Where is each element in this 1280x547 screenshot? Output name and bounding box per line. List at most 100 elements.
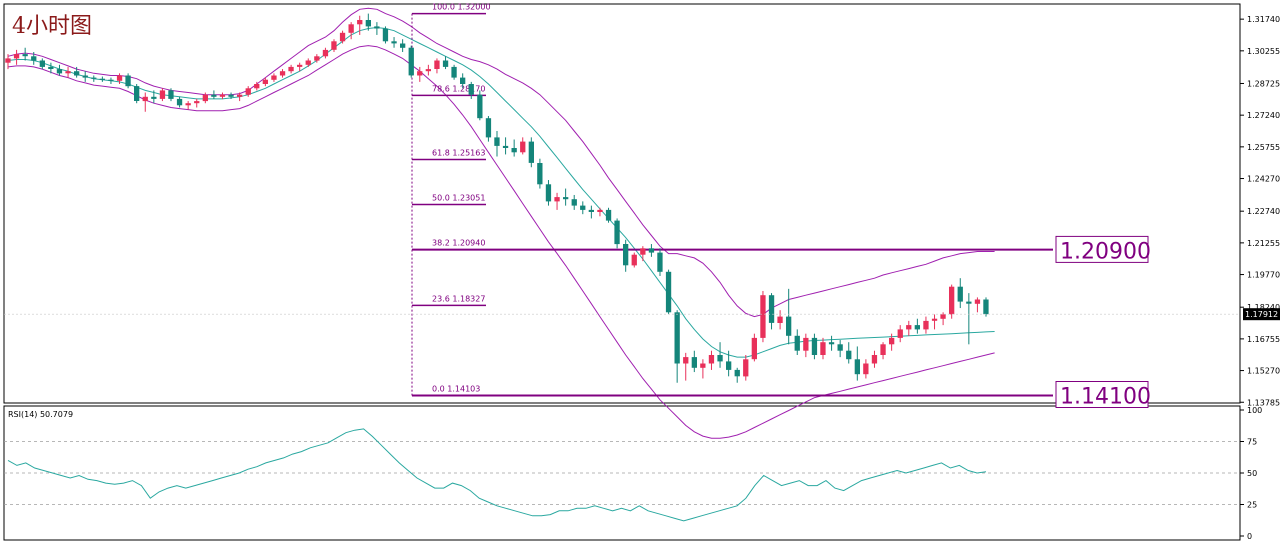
candle-body	[837, 344, 843, 351]
candle-body	[520, 141, 526, 153]
candle-body	[502, 145, 509, 148]
candle-body	[820, 342, 826, 355]
fib-level-label: 38.2 1.20940	[432, 239, 485, 248]
candle-body	[365, 20, 371, 27]
candle-body	[99, 78, 105, 80]
candle-body	[657, 252, 663, 272]
candle-body	[331, 41, 337, 50]
candle-body	[382, 28, 389, 42]
candle-body	[185, 103, 191, 106]
candle-body	[674, 312, 680, 364]
candle-body	[322, 49, 329, 57]
rsi-indicator: 100 75 50 25 0	[4, 406, 1262, 541]
candle-body	[142, 96, 148, 102]
candle-body	[931, 318, 938, 321]
price-annotation-box	[1055, 381, 1149, 408]
rsi-tick-label: 100	[1247, 406, 1262, 415]
price-tick-label: 1.21255	[1247, 239, 1280, 248]
candle-body	[219, 94, 226, 97]
candle-body	[125, 75, 131, 87]
candle-body	[434, 60, 440, 69]
candle-body	[751, 337, 757, 360]
candle-body	[82, 75, 88, 78]
candle-body	[494, 137, 500, 146]
candle-body	[786, 316, 792, 336]
candle-body	[828, 342, 835, 345]
fib-level-label: 78.6 1.28170	[432, 84, 485, 93]
candle-body	[305, 60, 311, 65]
candle-body	[511, 148, 517, 153]
fibonacci-levels: 100.0 1.32000 78.6 1.28170 61.8 1.25163 50.…	[411, 3, 1053, 397]
candle-body	[245, 88, 251, 95]
candle-body	[803, 337, 809, 351]
rsi-tick-label: 75	[1247, 438, 1257, 447]
candle-body	[477, 94, 483, 119]
candle-body	[348, 24, 354, 33]
candle-body	[545, 184, 552, 202]
candle-body	[48, 66, 54, 69]
candle-body	[846, 350, 852, 360]
candle-body	[159, 90, 166, 99]
price-tick-label: 1.22740	[1247, 207, 1280, 216]
candle-body	[134, 86, 140, 101]
candle-body	[811, 337, 818, 355]
price-axis: 1.31740 1.30255 1.28725 1.27240 1.25755 1.242…	[4, 15, 1280, 407]
price-tick-label: 1.16755	[1247, 335, 1280, 344]
candle-body	[648, 248, 655, 253]
price-tick-label: 1.25755	[1247, 143, 1280, 152]
price-tick-label: 1.18240	[1247, 303, 1280, 312]
rsi-tick-label: 0	[1247, 532, 1252, 541]
candle-body	[262, 79, 268, 84]
price-tick-label: 1.30255	[1247, 47, 1280, 56]
price-tick-label: 1.27240	[1247, 111, 1280, 120]
candle-body	[605, 209, 612, 221]
candle-body	[708, 355, 715, 364]
candle-body	[794, 335, 800, 351]
candle-body	[588, 209, 594, 212]
current-price-label: 1.17912	[1245, 310, 1278, 319]
price-annotation-box	[1055, 235, 1149, 263]
candle-body	[485, 118, 492, 138]
candle-body	[889, 337, 895, 345]
candle-body	[339, 32, 346, 42]
fib-level-label: 61.8 1.25163	[432, 148, 485, 157]
candle-body	[237, 94, 243, 97]
candle-body	[717, 355, 723, 362]
candle-body	[966, 301, 972, 304]
candle-body	[880, 344, 886, 355]
candle-body	[906, 325, 912, 330]
candlesticks	[5, 13, 989, 383]
candle-body	[597, 209, 603, 212]
price-tick-label: 1.19770	[1247, 271, 1280, 280]
candle-body	[614, 220, 620, 245]
rsi-tick-label: 25	[1247, 501, 1257, 510]
candle-body	[374, 26, 380, 29]
candle-body	[391, 41, 397, 44]
candle-body	[923, 320, 929, 330]
candle-body	[74, 71, 80, 76]
candle-body	[700, 363, 706, 368]
rsi-line	[7, 428, 987, 522]
candle-body	[168, 90, 174, 99]
candle-body	[408, 47, 414, 76]
candle-body	[640, 248, 646, 255]
price-annotation-label: 1.20900	[1060, 239, 1151, 264]
fib-level-label: 0.0 1.14103	[432, 384, 480, 393]
price-annotation-label: 1.14100	[1060, 385, 1151, 410]
candle-body	[871, 355, 878, 364]
candle-body	[271, 75, 277, 80]
candle-body	[13, 54, 20, 59]
candle-body	[777, 316, 783, 323]
candle-body	[228, 94, 234, 97]
candle-body	[897, 329, 903, 338]
candle-body	[425, 69, 431, 72]
candle-body	[623, 244, 629, 266]
candle-body	[863, 363, 869, 375]
candle-body	[914, 325, 920, 330]
candle-body	[56, 69, 63, 74]
candle-body	[442, 60, 449, 67]
candle-body	[254, 84, 260, 89]
candle-body	[5, 58, 11, 63]
candle-body	[631, 254, 637, 266]
price-tick-label: 1.13785	[1247, 398, 1280, 407]
